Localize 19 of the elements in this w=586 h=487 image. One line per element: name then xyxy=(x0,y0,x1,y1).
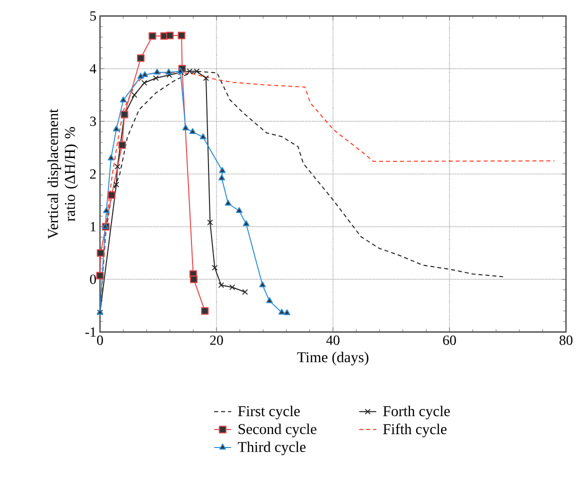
y-tick-label: -1 xyxy=(85,327,96,337)
legend-label: Third cycle xyxy=(238,442,306,456)
x-tick-label: 0 xyxy=(97,336,103,345)
x-tick-label: 20 xyxy=(210,336,223,345)
y-axis-title: Vertical displacement ratio (ΔH/H) % xyxy=(48,108,78,239)
x-tick-label: 80 xyxy=(560,336,572,345)
x-axis-title: Time (days) xyxy=(297,352,368,366)
y-tick-label: 2 xyxy=(90,169,96,179)
legend-label: Second cycle xyxy=(238,424,316,438)
y-tick-label: 0 xyxy=(90,274,96,284)
x-tick-label: 40 xyxy=(326,336,340,345)
legend-label: First cycle xyxy=(238,406,300,420)
y-tick-label: 4 xyxy=(90,64,96,74)
legend-label: Forth cycle xyxy=(383,406,450,420)
legend-label: Fifth cycle xyxy=(383,424,447,438)
y-tick-label: 5 xyxy=(90,11,96,21)
y-tick-label: 1 xyxy=(90,222,96,232)
y-tick-label: 3 xyxy=(90,116,96,126)
x-tick-label: 60 xyxy=(443,336,456,345)
